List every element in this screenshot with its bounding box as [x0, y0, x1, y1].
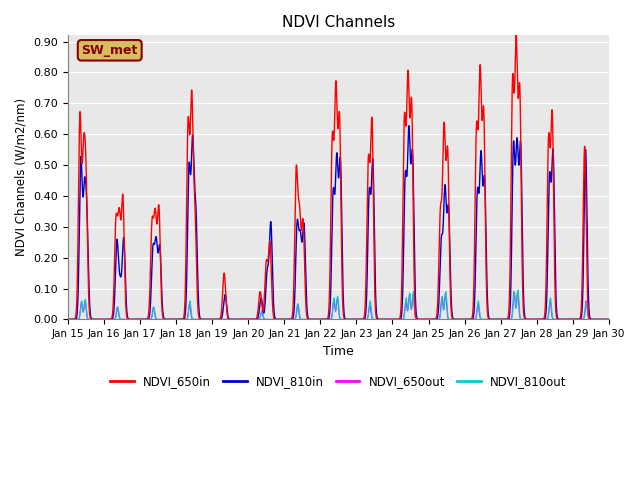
- X-axis label: Time: Time: [323, 345, 354, 358]
- NDVI_810out: [222, 316, 230, 322]
- NDVI_810in: [101, 316, 109, 322]
- NDVI_650out: [64, 316, 72, 322]
- NDVI_810out: [195, 316, 202, 322]
- NDVI_810out: [101, 316, 109, 322]
- Line: NDVI_810in: NDVI_810in: [68, 126, 609, 319]
- NDVI_810in: [390, 316, 397, 322]
- NDVI_810out: [390, 316, 397, 322]
- NDVI_650in: [271, 316, 279, 322]
- NDVI_650out: [271, 316, 279, 322]
- NDVI_810in: [195, 288, 202, 293]
- NDVI_650in: [64, 316, 72, 322]
- NDVI_810out: [271, 316, 279, 322]
- NDVI_650out: [195, 316, 202, 322]
- Line: NDVI_650out: NDVI_650out: [68, 291, 609, 319]
- NDVI_810out: [605, 316, 612, 322]
- NDVI_810out: [358, 316, 365, 322]
- NDVI_650in: [101, 316, 109, 322]
- NDVI_810out: [64, 316, 72, 322]
- Line: NDVI_810out: NDVI_810out: [68, 290, 609, 319]
- NDVI_650in: [605, 316, 612, 322]
- Text: SW_met: SW_met: [81, 44, 138, 57]
- NDVI_810in: [465, 316, 473, 322]
- NDVI_650out: [101, 316, 109, 322]
- NDVI_810in: [271, 315, 279, 321]
- NDVI_810in: [605, 316, 612, 322]
- NDVI_650out: [358, 316, 365, 322]
- NDVI_650out: [605, 316, 612, 322]
- NDVI_810out: [465, 316, 473, 322]
- NDVI_810in: [64, 316, 72, 322]
- NDVI_650in: [390, 316, 397, 322]
- NDVI_650out: [221, 316, 229, 322]
- NDVI_810in: [358, 316, 365, 322]
- NDVI_650out: [390, 316, 397, 322]
- NDVI_650out: [510, 288, 518, 294]
- NDVI_650in: [195, 308, 202, 314]
- NDVI_650out: [465, 316, 473, 322]
- NDVI_650in: [358, 316, 365, 322]
- Line: NDVI_650in: NDVI_650in: [68, 34, 609, 319]
- NDVI_650in: [512, 31, 520, 37]
- NDVI_810out: [514, 287, 522, 293]
- Y-axis label: NDVI Channels (W/m2/nm): NDVI Channels (W/m2/nm): [15, 98, 28, 256]
- Title: NDVI Channels: NDVI Channels: [282, 15, 395, 30]
- NDVI_810in: [405, 123, 413, 129]
- NDVI_650in: [465, 316, 473, 322]
- Legend: NDVI_650in, NDVI_810in, NDVI_650out, NDVI_810out: NDVI_650in, NDVI_810in, NDVI_650out, NDV…: [106, 371, 572, 393]
